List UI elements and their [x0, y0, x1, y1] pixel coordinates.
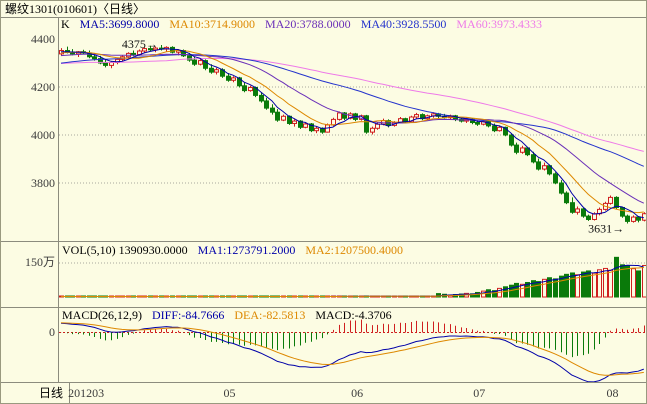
macd-value: MACD:-4.3706: [315, 308, 392, 322]
ma10-value: MA10:3714.9000: [169, 17, 256, 31]
diff-line: [60, 322, 644, 382]
price-annotation: 4375→: [122, 37, 158, 51]
vol-ma1-value: MA1:1273791.2000: [197, 243, 296, 257]
volume-tick-label: 150万: [25, 255, 55, 269]
ma5-value: MA5:3699.8000: [79, 17, 160, 31]
ma40-line: [60, 54, 644, 167]
ma60-line: [60, 57, 644, 152]
dea-value: DEA:-82.5813: [234, 308, 306, 322]
month-tick-label: 08: [606, 386, 618, 400]
vol-ma10-line: [61, 267, 644, 297]
ma-lines: [60, 48, 645, 219]
volume-indicator-row: VOL(5,10) 1390930.0000 MA1:1273791.2000 …: [62, 244, 410, 257]
vol-ma2-value: MA2:1207500.4000: [305, 243, 403, 257]
month-tick-label: 07: [473, 386, 485, 400]
vol-value: VOL(5,10) 1390930.0000: [62, 243, 188, 257]
ma40-value: MA40:3928.5500: [360, 17, 447, 31]
period-selector[interactable]: 日线: [39, 386, 64, 400]
price-tick-label: 3800: [31, 176, 55, 190]
ma20-value: MA20:3788.0000: [265, 17, 351, 31]
price-tick-label: 4400: [31, 32, 55, 46]
k-label: K: [61, 17, 70, 31]
macd-lines: [60, 322, 644, 382]
macd-indicator-row: MACD(26,12,9) DIFF:-84.7666 DEA:-82.5813…: [62, 309, 399, 322]
month-tick-label: 201203: [68, 386, 104, 400]
ma-indicator-row: K MA5:3699.8000 MA10:3714.9000 MA20:3788…: [61, 18, 549, 31]
price-annotation: 3631→: [588, 222, 624, 236]
diff-value: DIFF:-84.7666: [152, 308, 225, 322]
ma10-line: [60, 49, 644, 214]
month-tick-label: 06: [351, 386, 363, 400]
contract-title: 螺纹1301(010601)〈日线〉: [5, 2, 145, 16]
price-tick-label: 4200: [31, 80, 55, 94]
month-tick-label: 05: [224, 386, 236, 400]
macd-params: MACD(26,12,9): [62, 308, 142, 322]
macd-tick-label: 0: [49, 325, 55, 339]
volume-ma-lines: [61, 264, 644, 297]
ma5-line: [60, 48, 644, 219]
macd-histogram: [61, 319, 645, 358]
price-tick-label: 4000: [31, 128, 55, 142]
dea-line: [60, 322, 644, 376]
ma60-value: MA60:3973.4333: [456, 17, 543, 31]
